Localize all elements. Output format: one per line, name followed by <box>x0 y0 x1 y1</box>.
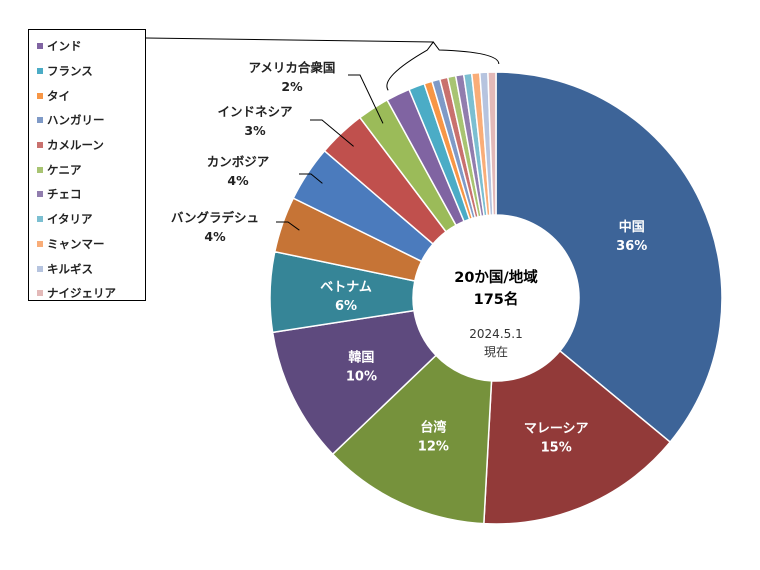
center-title: 20か国/地域 <box>454 268 538 286</box>
small-slices-brace <box>386 41 500 91</box>
leader-lines <box>145 37 500 231</box>
legend-label-11: タイ <box>47 88 70 103</box>
legend-swatch-12 <box>37 117 43 124</box>
legend-label-13: カメルーン <box>47 138 104 153</box>
legend-swatch-17 <box>37 240 43 247</box>
legend-swatch-9 <box>37 43 43 50</box>
legend-swatch-18 <box>37 265 43 272</box>
legend-label-15: チェコ <box>47 187 82 202</box>
legend-label-19: ナイジェリア <box>47 286 116 301</box>
legend-label-10: フランス <box>47 64 93 79</box>
leader-line-5 <box>276 221 300 231</box>
legend-label-18: キルギス <box>47 261 93 276</box>
slice-label-7: インドネシア <box>217 104 292 119</box>
slice-1 <box>483 349 672 525</box>
slice-0 <box>495 71 723 444</box>
legend-item-19: ナイジェリア <box>37 281 145 306</box>
legend-label-14: ケニア <box>47 162 82 177</box>
legend-label-12: ハンガリー <box>47 113 105 128</box>
legend-label-16: イタリア <box>47 212 93 227</box>
legend: インドフランスタイハンガリーカメルーンケニアチェコイタリアミャンマーキルギスナイ… <box>28 29 146 301</box>
date-line-1: 2024.5.1 <box>469 327 522 341</box>
legend-item-15: チェコ <box>37 182 145 207</box>
slice-label-8: アメリカ合衆国 <box>249 60 336 75</box>
legend-item-9: インド <box>37 34 145 59</box>
slice-percent-0: 36% <box>616 239 647 254</box>
slice-label-5: バングラデシュ <box>171 210 259 225</box>
legend-label-9: インド <box>47 39 82 54</box>
legend-swatch-16 <box>37 216 43 223</box>
legend-swatch-14 <box>37 166 43 173</box>
slice-19 <box>487 71 497 216</box>
slice-percent-4: 6% <box>335 299 357 314</box>
slice-label-2: 台湾 <box>420 419 446 435</box>
slice-percent-6: 4% <box>227 173 249 188</box>
legend-item-16: イタリア <box>37 207 145 232</box>
donut-slices <box>269 71 723 525</box>
slice-labels: 中国 36% マレーシア 15% 台湾 12% 韓国 10% ベトナム 6% バングラデシュ 4% カン… <box>171 60 647 455</box>
legend-swatch-10 <box>37 68 43 75</box>
legend-item-10: フランス <box>37 59 145 84</box>
legend-swatch-13 <box>37 142 43 149</box>
slice-percent-8: 2% <box>281 79 303 94</box>
slice-2 <box>331 354 493 525</box>
slice-percent-5: 4% <box>204 229 226 244</box>
slice-percent-1: 15% <box>541 440 572 455</box>
slice-label-4: ベトナム <box>320 280 372 295</box>
slice-label-1: マレーシア <box>524 421 589 436</box>
leader-line-8 <box>348 74 384 124</box>
slice-percent-2: 12% <box>418 439 449 454</box>
legend-item-13: カメルーン <box>37 133 145 158</box>
slice-3 <box>271 309 438 456</box>
slice-label-3: 韓国 <box>348 349 374 365</box>
legend-item-17: ミャンマー <box>37 232 145 257</box>
legend-label-17: ミャンマー <box>47 236 105 251</box>
leader-line-6 <box>299 173 323 184</box>
legend-item-18: キルギス <box>37 256 145 281</box>
legend-swatch-11 <box>37 92 43 99</box>
slice-label-6: カンボジア <box>207 154 270 169</box>
slice-percent-3: 10% <box>346 369 377 384</box>
date-line-2: 現在 <box>484 345 508 359</box>
leader-line-7 <box>310 119 354 147</box>
legend-swatch-19 <box>37 290 43 297</box>
slice-label-0: 中国 <box>619 219 645 235</box>
legend-item-12: ハンガリー <box>37 108 145 133</box>
slice-percent-7: 3% <box>244 123 266 138</box>
legend-connector-line <box>145 37 434 43</box>
center-subtitle: 175名 <box>474 290 519 308</box>
legend-item-11: タイ <box>37 83 145 108</box>
legend-item-14: ケニア <box>37 157 145 182</box>
legend-swatch-15 <box>37 191 43 198</box>
